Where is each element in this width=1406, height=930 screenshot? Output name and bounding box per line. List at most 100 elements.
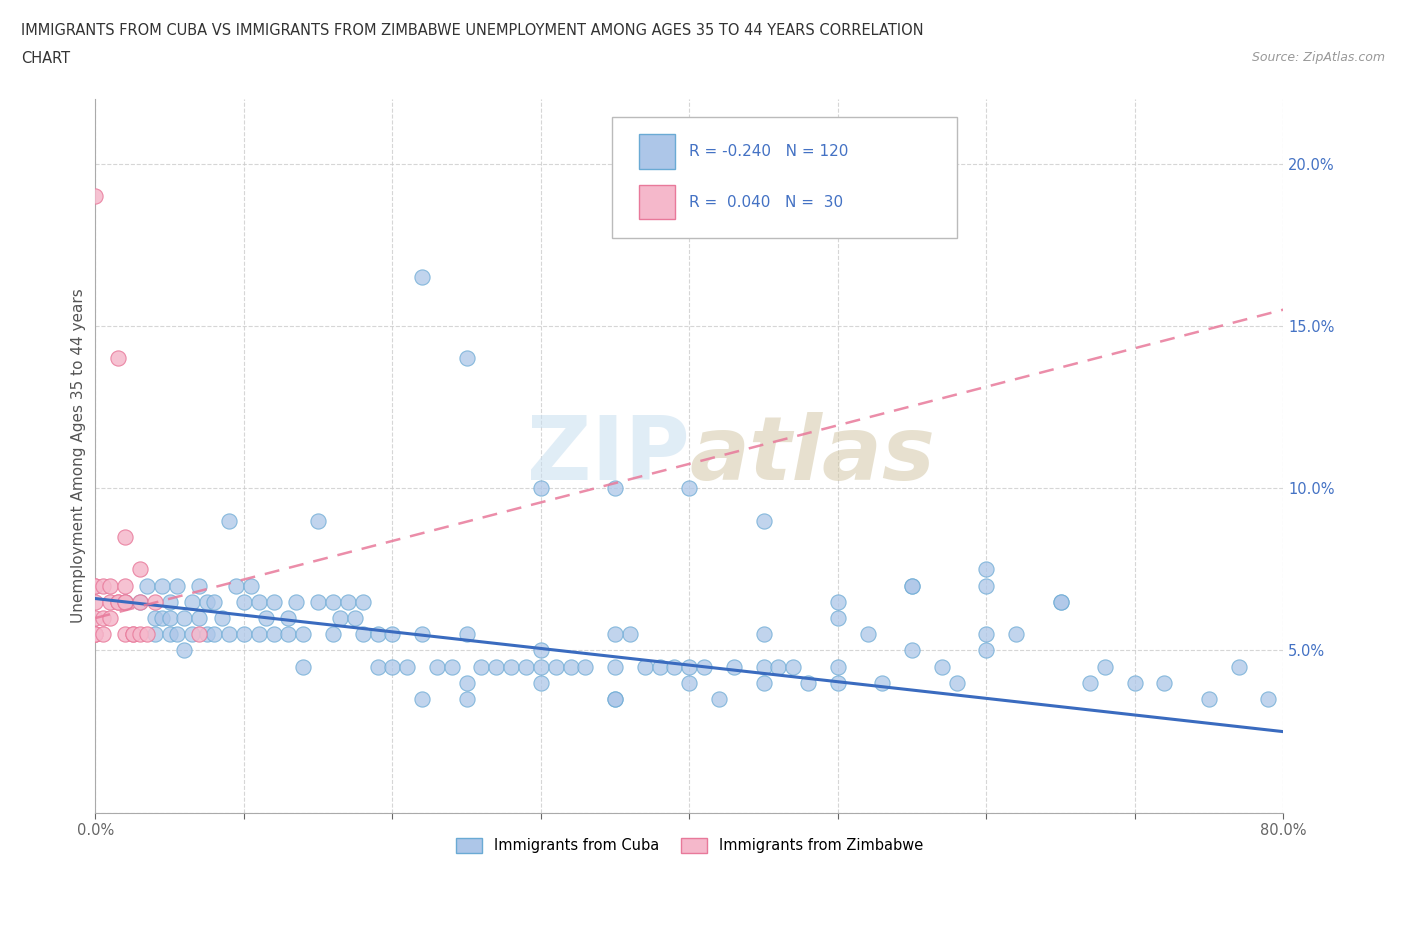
FancyBboxPatch shape	[612, 116, 956, 238]
Point	[195, 594, 218, 609]
Point	[827, 675, 849, 690]
Point	[173, 611, 195, 626]
Text: Source: ZipAtlas.com: Source: ZipAtlas.com	[1251, 51, 1385, 64]
Point	[381, 627, 404, 642]
Point	[84, 189, 107, 204]
Point	[974, 562, 997, 577]
Point	[723, 659, 745, 674]
Point	[827, 611, 849, 626]
Point	[232, 594, 254, 609]
Point	[84, 578, 107, 593]
Point	[159, 594, 181, 609]
Point	[693, 659, 716, 674]
Point	[91, 578, 114, 593]
Point	[277, 611, 299, 626]
Point	[121, 627, 143, 642]
Point	[173, 643, 195, 658]
Point	[1227, 659, 1250, 674]
Point	[188, 578, 211, 593]
Point	[240, 578, 263, 593]
Point	[634, 659, 657, 674]
Point	[901, 643, 924, 658]
Point	[560, 659, 582, 674]
Point	[544, 659, 567, 674]
Point	[426, 659, 449, 674]
Point	[1005, 627, 1028, 642]
Point	[136, 627, 159, 642]
Point	[574, 659, 596, 674]
Legend: Immigrants from Cuba, Immigrants from Zimbabwe: Immigrants from Cuba, Immigrants from Zi…	[450, 832, 929, 859]
Point	[202, 594, 225, 609]
Text: R = -0.240   N = 120: R = -0.240 N = 120	[689, 144, 849, 159]
Point	[292, 627, 315, 642]
Point	[872, 675, 894, 690]
Point	[225, 578, 247, 593]
Point	[195, 627, 218, 642]
Point	[901, 578, 924, 593]
Point	[974, 578, 997, 593]
Point	[782, 659, 804, 674]
Text: R =  0.040   N =  30: R = 0.040 N = 30	[689, 194, 844, 210]
FancyBboxPatch shape	[640, 135, 675, 168]
Text: ZIP: ZIP	[527, 412, 689, 499]
Point	[107, 351, 129, 365]
Point	[352, 627, 374, 642]
Point	[827, 659, 849, 674]
Point	[232, 627, 254, 642]
Point	[456, 675, 478, 690]
Point	[1094, 659, 1116, 674]
Point	[247, 594, 270, 609]
Point	[181, 627, 204, 642]
Point	[707, 692, 730, 707]
Text: CHART: CHART	[21, 51, 70, 66]
Point	[603, 692, 626, 707]
Point	[678, 659, 700, 674]
Point	[485, 659, 508, 674]
Point	[1153, 675, 1175, 690]
Point	[129, 562, 152, 577]
Point	[322, 594, 344, 609]
Point	[114, 529, 136, 544]
Point	[254, 611, 277, 626]
Point	[84, 578, 107, 593]
Point	[307, 594, 329, 609]
Point	[263, 594, 285, 609]
Point	[367, 627, 389, 642]
Point	[136, 578, 159, 593]
Point	[752, 513, 775, 528]
Point	[901, 578, 924, 593]
Point	[827, 594, 849, 609]
Point	[974, 627, 997, 642]
Point	[411, 692, 433, 707]
Point	[284, 594, 307, 609]
Point	[974, 643, 997, 658]
Point	[84, 611, 107, 626]
Point	[98, 611, 121, 626]
Point	[202, 627, 225, 642]
Point	[129, 594, 152, 609]
Point	[150, 611, 173, 626]
Point	[159, 611, 181, 626]
Point	[84, 627, 107, 642]
Point	[218, 627, 240, 642]
Point	[678, 675, 700, 690]
Point	[530, 675, 553, 690]
Point	[107, 594, 129, 609]
Point	[84, 594, 107, 609]
Point	[344, 611, 367, 626]
Point	[530, 659, 553, 674]
Point	[84, 627, 107, 642]
Point	[530, 643, 553, 658]
Point	[456, 627, 478, 642]
Point	[768, 659, 790, 674]
Point	[1123, 675, 1146, 690]
Point	[98, 578, 121, 593]
Point	[411, 270, 433, 285]
Point	[218, 513, 240, 528]
Point	[1198, 692, 1220, 707]
Point	[440, 659, 463, 674]
Point	[1049, 594, 1071, 609]
Point	[143, 611, 166, 626]
Point	[856, 627, 879, 642]
Point	[329, 611, 352, 626]
